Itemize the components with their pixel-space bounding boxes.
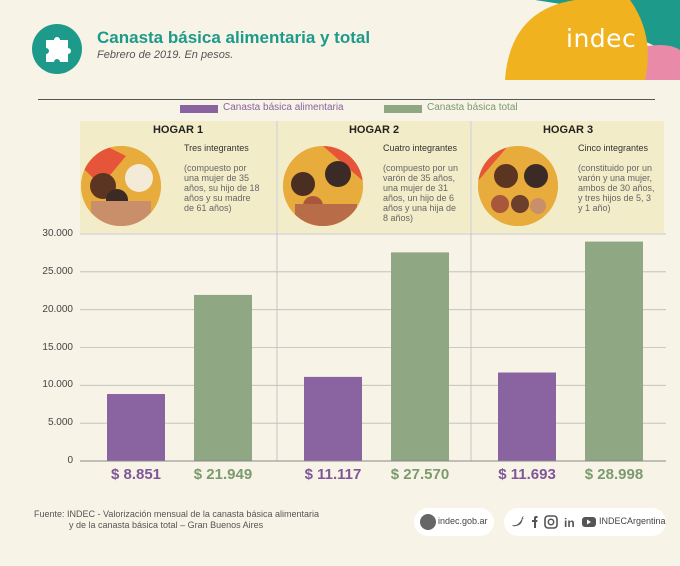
source-line-2: y de la canasta básica total – Gran Buen… xyxy=(69,520,264,530)
legend-swatch-total xyxy=(384,105,422,113)
y-tick-label: 20.000 xyxy=(42,303,73,315)
yellow-shape xyxy=(505,0,648,80)
value-label-total-3: $ 28.998 xyxy=(584,466,644,483)
bar-alimentaria-3 xyxy=(498,372,556,461)
y-tick-label: 10.000 xyxy=(42,379,73,391)
bar-total-3 xyxy=(585,241,643,461)
globe-icon xyxy=(420,514,436,530)
twitter-icon xyxy=(512,516,524,527)
y-tick-label: 15.000 xyxy=(42,341,73,353)
y-tick-label: 0 xyxy=(67,455,73,466)
y-tick-label: 25.000 xyxy=(42,265,73,277)
puzzle-icon xyxy=(32,24,82,74)
social-handle[interactable]: INDECArgentina xyxy=(599,516,666,526)
legend-label-total: Canasta básica total xyxy=(427,102,518,113)
teal-shape xyxy=(535,0,680,55)
hogar-count-2: Cuatro integrantes xyxy=(383,143,458,153)
family-illustration-2 xyxy=(283,146,363,226)
family-illustration-3 xyxy=(478,146,558,226)
hogar-title-1: HOGAR 1 xyxy=(152,124,204,136)
instagram-icon xyxy=(544,515,558,529)
hogar-count-3: Cinco integrantes xyxy=(578,143,649,153)
y-tick-label: 5.000 xyxy=(47,417,73,429)
y-tick-label: 30.000 xyxy=(42,228,73,239)
value-label-alimentaria-3: $ 11.693 xyxy=(498,466,556,483)
header-decoration xyxy=(505,0,680,80)
bar-total-2 xyxy=(391,252,449,461)
source-line-1: Fuente: INDEC - Valorización mensual de … xyxy=(34,509,319,519)
hogar-count-1: Tres integrantes xyxy=(184,143,249,153)
value-label-alimentaria-1: $ 8.851 xyxy=(110,466,162,483)
social-icons: in xyxy=(512,515,596,530)
value-label-alimentaria-2: $ 11.117 xyxy=(304,466,362,483)
bar-alimentaria-2 xyxy=(304,376,362,461)
page-subtitle: Febrero de 2019. En pesos. xyxy=(97,49,234,61)
value-label-total-1: $ 21.949 xyxy=(193,466,253,483)
website-link[interactable]: indec.gob.ar xyxy=(438,516,488,526)
legend-swatch-alimentaria xyxy=(180,105,218,113)
source-note: Fuente: INDEC - Valorización mensual de … xyxy=(34,509,319,531)
hogar-description-3: (constituido por un varón y una mujer, a… xyxy=(578,163,655,213)
family-illustration-1 xyxy=(81,146,161,226)
linkedin-icon: in xyxy=(564,516,575,530)
hogar-description-1: (compuesto por una mujer de 35 años, su … xyxy=(184,163,260,213)
bar-total-1 xyxy=(194,294,252,461)
bar-alimentaria-1 xyxy=(107,394,165,461)
page-title: Canasta básica alimentaria y total xyxy=(97,28,371,47)
hogar-title-3: HOGAR 3 xyxy=(542,124,594,136)
legend-label-alimentaria: Canasta básica alimentaria xyxy=(223,102,344,113)
facebook-icon xyxy=(532,516,538,528)
value-label-total-2: $ 27.570 xyxy=(390,466,450,483)
hogar-description-2: (compuesto por un varón de 35 años, una … xyxy=(383,163,459,223)
hogar-title-2: HOGAR 2 xyxy=(348,124,400,136)
indec-logo: indec xyxy=(566,24,637,53)
top-divider xyxy=(38,99,655,100)
